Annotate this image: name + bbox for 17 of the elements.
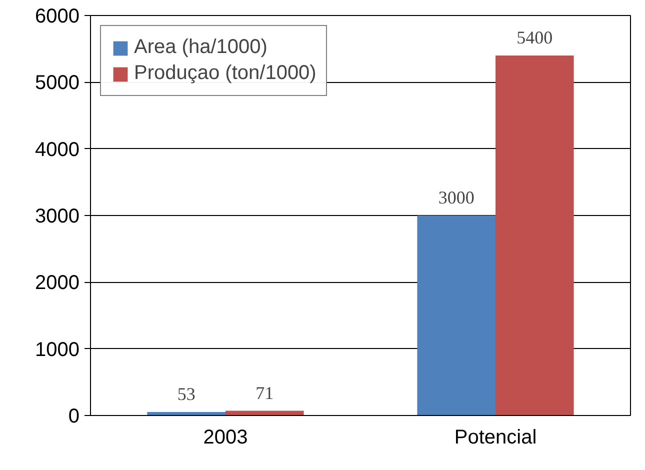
legend-label: Produçao (ton/1000) (134, 62, 316, 85)
data-label: 53 (177, 384, 196, 404)
y-tick-label: 0 (68, 406, 80, 428)
y-tick-label: 2000 (35, 272, 80, 294)
y-tick-label: 6000 (35, 6, 80, 28)
y-tick-label: 3000 (35, 206, 80, 228)
x-tick-label: Potencial (454, 426, 537, 448)
bar (417, 216, 496, 416)
legend-label: Area (ha/1000) (134, 36, 268, 59)
y-tick-label: 4000 (35, 138, 80, 161)
bar (496, 56, 574, 416)
data-label: 71 (256, 382, 274, 403)
y-tick-label: 5000 (35, 72, 80, 94)
data-label: 5400 (516, 28, 553, 48)
data-label: 3000 (438, 188, 474, 208)
y-tick-label: 1000 (35, 338, 80, 361)
x-tick-label: 2003 (203, 426, 248, 448)
